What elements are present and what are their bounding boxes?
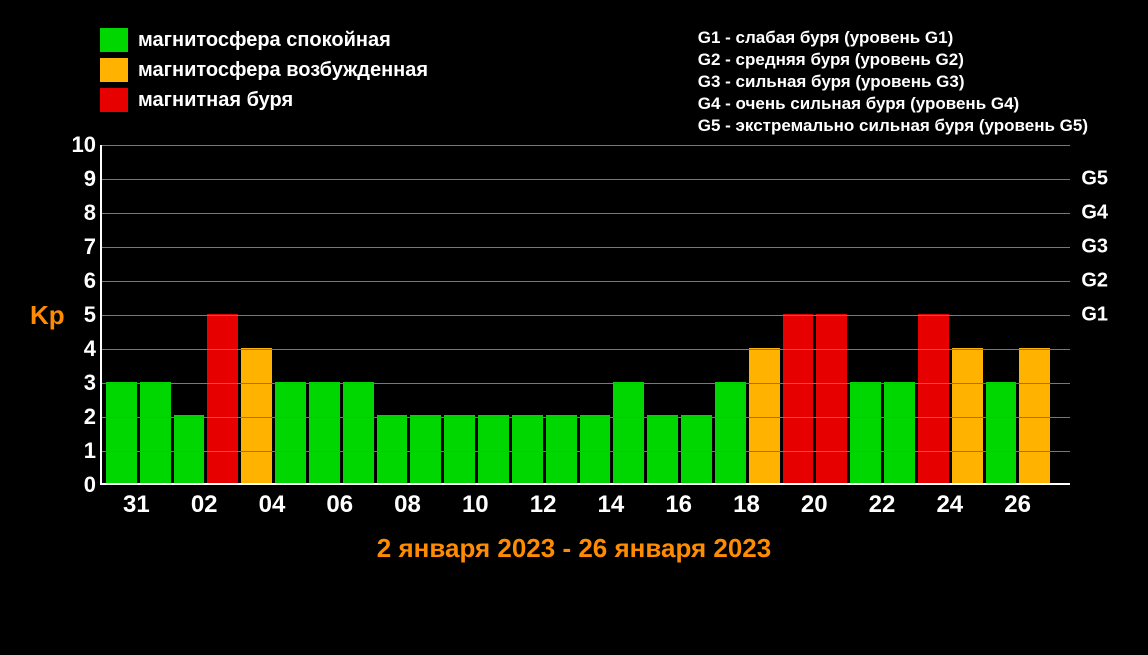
x-tick: 12 (530, 491, 557, 519)
x-tick: 06 (326, 491, 353, 519)
bar (343, 382, 374, 483)
x-tick: 26 (1004, 491, 1031, 519)
y-tick: 10 (66, 132, 96, 158)
bar (309, 382, 340, 483)
kp-chart: Kp 3102040608101214161820222426 01234567… (30, 145, 1120, 525)
chart-header: магнитосфера спокойная магнитосфера возбу… (0, 0, 1148, 136)
y-tick: 2 (66, 404, 96, 430)
g-level-tick: G4 (1081, 202, 1108, 225)
x-tick: 14 (598, 491, 625, 519)
bar (918, 314, 949, 483)
gridline (102, 315, 1070, 316)
y-tick: 5 (66, 302, 96, 328)
gridline (102, 383, 1070, 384)
gridline (102, 451, 1070, 452)
bar (140, 382, 171, 483)
x-axis-ticks: 31 02 04 06 08 10 12 14 16 18 20 22 24 26 (100, 491, 1070, 527)
legend-item: магнитосфера возбужденная (100, 58, 428, 82)
legend-item: магнитная буря (100, 88, 428, 112)
legend-swatch (100, 58, 128, 82)
bar (952, 348, 983, 483)
g-level-tick: G1 (1081, 304, 1108, 327)
bar (1019, 348, 1050, 483)
bar (613, 382, 644, 483)
x-tick: 16 (665, 491, 692, 519)
g-level-tick: G5 (1081, 168, 1108, 191)
legend-item: магнитосфера спокойная (100, 28, 428, 52)
x-tick: 10 (462, 491, 489, 519)
y-tick: 0 (66, 472, 96, 498)
plot-area (100, 145, 1070, 485)
bar (241, 348, 272, 483)
bar (207, 314, 238, 483)
gridline (102, 281, 1070, 282)
y-tick: 9 (66, 166, 96, 192)
bar (850, 382, 881, 483)
g-level-description: G1 - слабая буря (уровень G1) (698, 28, 1088, 48)
legend-label: магнитосфера возбужденная (138, 59, 428, 82)
gridline (102, 417, 1070, 418)
g-level-tick: G2 (1081, 270, 1108, 293)
gridline (102, 179, 1070, 180)
x-tick: 20 (801, 491, 828, 519)
g-level-description: G2 - средняя буря (уровень G2) (698, 50, 1088, 70)
y-tick: 1 (66, 438, 96, 464)
y-tick: 4 (66, 336, 96, 362)
bar (749, 348, 780, 483)
gridline (102, 349, 1070, 350)
y-tick: 3 (66, 370, 96, 396)
bar (410, 415, 441, 483)
g-level-description: G5 - экстремально сильная буря (уровень … (698, 116, 1088, 136)
gridline (102, 145, 1070, 146)
bar (377, 415, 408, 483)
y-tick: 7 (66, 234, 96, 260)
y-axis-label: Kp (30, 300, 65, 331)
x-tick: 04 (259, 491, 286, 519)
legend-label: магнитная буря (138, 89, 293, 112)
bar (681, 415, 712, 483)
bar (647, 415, 678, 483)
bar (715, 382, 746, 483)
x-tick: 02 (191, 491, 218, 519)
bar (986, 382, 1017, 483)
legend-states: магнитосфера спокойная магнитосфера возбу… (100, 28, 428, 136)
y-tick: 6 (66, 268, 96, 294)
bar (783, 314, 814, 483)
bar (106, 382, 137, 483)
gridline (102, 247, 1070, 248)
g-level-description: G4 - очень сильная буря (уровень G4) (698, 94, 1088, 114)
g-level-description: G3 - сильная буря (уровень G3) (698, 72, 1088, 92)
x-tick: 08 (394, 491, 421, 519)
y-tick: 8 (66, 200, 96, 226)
legend-label: магнитосфера спокойная (138, 29, 391, 52)
x-tick: 31 (123, 491, 150, 519)
bar (478, 415, 509, 483)
x-tick: 22 (869, 491, 896, 519)
legend-swatch (100, 88, 128, 112)
bar (512, 415, 543, 483)
legend-g-levels: G1 - слабая буря (уровень G1)G2 - средня… (698, 28, 1088, 136)
bar (580, 415, 611, 483)
g-level-tick: G3 (1081, 236, 1108, 259)
bar (275, 382, 306, 483)
bar (546, 415, 577, 483)
x-tick: 18 (733, 491, 760, 519)
bars-container (102, 145, 1070, 483)
bar (816, 314, 847, 483)
bar (884, 382, 915, 483)
x-tick: 24 (936, 491, 963, 519)
bar (174, 415, 205, 483)
legend-swatch (100, 28, 128, 52)
gridline (102, 213, 1070, 214)
date-range-label: 2 января 2023 - 26 января 2023 (0, 533, 1148, 564)
bar (444, 415, 475, 483)
